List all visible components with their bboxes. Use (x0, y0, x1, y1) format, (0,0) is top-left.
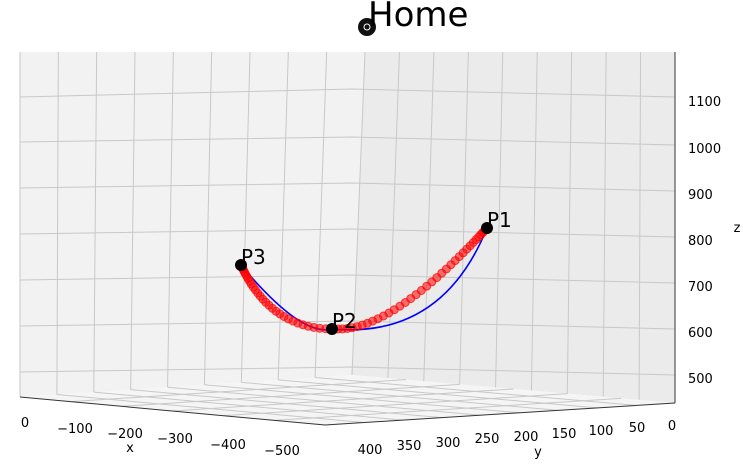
point-label-p1: P1 (487, 208, 512, 232)
grid-line (19, 88, 676, 98)
grid (19, 51, 676, 424)
grid-line (277, 51, 289, 380)
tick-labels: 0 −100 −200 −300 −400 −500 400 350 300 250 200 150 1… (21, 95, 721, 459)
grid-line (274, 397, 622, 421)
y-tick-label: 150 (552, 427, 577, 442)
control-points: P1 P2 P3 (235, 208, 512, 335)
control-point-p1 (481, 222, 493, 234)
y-tick-label: 250 (475, 432, 500, 447)
z-tick-label: 700 (688, 280, 713, 295)
z-tick-label: 500 (688, 372, 713, 387)
y-tick-label: 200 (514, 430, 539, 445)
chart-title: Home (368, 0, 468, 35)
control-point-p2 (326, 323, 338, 335)
y-axis-label: y (534, 445, 542, 460)
grid-line (638, 51, 642, 400)
grid-line (495, 51, 504, 388)
title-group: Home (358, 0, 468, 36)
grid-line (19, 366, 676, 376)
grid-line (423, 51, 435, 382)
grid-line (56, 394, 364, 424)
grid-line (203, 51, 213, 385)
y-axis-line (324, 402, 676, 426)
z-tick-label: 600 (688, 326, 713, 341)
axis-lines (19, 52, 676, 426)
grid-line (314, 51, 328, 378)
left-pane (20, 52, 365, 397)
grid-line (241, 381, 559, 411)
grid-line (93, 391, 403, 421)
x-tick-label: −300 (157, 432, 193, 447)
point-label-p2: P2 (332, 309, 357, 333)
grid-line (602, 51, 607, 397)
x-tick-label: −400 (210, 438, 246, 453)
grid-line (278, 379, 598, 409)
x-tick-label: −500 (264, 444, 300, 459)
panes (20, 52, 675, 425)
grid-line (223, 393, 568, 417)
y-tick-label: 350 (397, 439, 422, 454)
grid-line (566, 51, 573, 394)
grid-line (19, 274, 676, 284)
grid-line (93, 51, 98, 393)
grid-line (172, 388, 514, 412)
x-axis-label: x (126, 441, 134, 456)
point-label-p3: P3 (241, 245, 266, 269)
grid-line (19, 228, 676, 238)
y-tick-label: 0 (668, 419, 676, 434)
grid-line (19, 182, 676, 192)
grid-line (530, 51, 538, 391)
grid-line (56, 51, 59, 395)
z-tick-label: 1000 (688, 142, 721, 157)
grid-line (130, 389, 442, 419)
grid-line (121, 383, 460, 407)
grid-line (19, 320, 676, 330)
grid-line (167, 386, 481, 416)
y-tick-label: 50 (629, 421, 646, 436)
z-tick-label: 900 (688, 188, 713, 203)
home-marker-icon (358, 18, 376, 36)
y-tick-label: 100 (589, 424, 614, 439)
grid-line (459, 51, 469, 385)
home-marker-inner-icon (363, 23, 371, 31)
grid-line (19, 136, 676, 146)
x-tick-label: 0 (21, 416, 29, 431)
right-pane (352, 52, 675, 403)
grid-line (130, 51, 136, 390)
grid-line (387, 51, 400, 379)
grid-line (167, 51, 174, 388)
x-tick-label: −200 (107, 427, 143, 442)
z-tick-label: 800 (688, 234, 713, 249)
z-axis-label: z (734, 221, 741, 236)
grid-line (240, 51, 251, 383)
grid-line (315, 376, 637, 406)
x-tick-label: −100 (57, 422, 93, 437)
grid-line (70, 379, 406, 403)
y-tick-label: 300 (436, 436, 461, 451)
y-tick-label: 400 (358, 443, 383, 458)
control-point-p3 (235, 259, 247, 271)
grid-line (204, 384, 520, 414)
x-axis-line (19, 396, 326, 426)
z-tick-label: 1100 (688, 95, 721, 110)
